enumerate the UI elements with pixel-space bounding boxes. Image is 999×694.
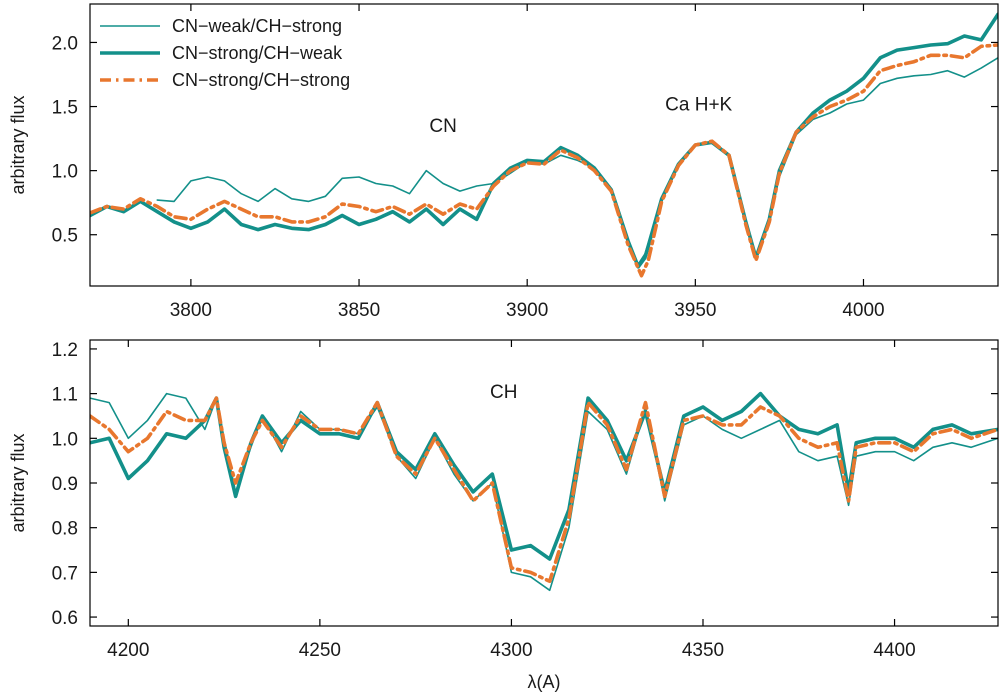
x-tick-label: 3800 — [170, 300, 212, 321]
y-tick-label: 1.2 — [52, 340, 78, 361]
x-tick-label: 4200 — [107, 640, 149, 661]
y-axis-label: arbitrary flux — [8, 95, 28, 194]
panel-bottom-ch: 4200 4250 4300 4350 4400 0.6 0.7 0.8 0.9 1.0 1.1 1.… — [8, 339, 999, 692]
x-tick-label: 3850 — [338, 300, 380, 321]
y-tick-label: 1.0 — [52, 162, 78, 183]
feature-annotation: CN — [429, 116, 456, 137]
feature-annotation: Ca H+K — [665, 94, 732, 115]
y-tick-label: 2.0 — [52, 33, 78, 54]
series-group — [90, 391, 998, 592]
feature-annotation: CH — [490, 382, 517, 403]
x-tick-label: 4250 — [299, 640, 341, 661]
x-tick-label: 4400 — [873, 640, 915, 661]
x-tick-label: 4000 — [842, 300, 884, 321]
legend-entry: CN−weak/CH−strong — [172, 16, 342, 36]
legend-entry: CN−strong/CH−strong — [172, 70, 350, 90]
series-group — [90, 12, 998, 278]
series-line-thick — [90, 391, 998, 561]
y-tick-label: 0.9 — [52, 474, 78, 495]
y-tick-label: 1.1 — [52, 385, 78, 406]
series-line-dash-dot — [90, 43, 998, 278]
series-line-thick — [90, 12, 998, 269]
y-tick-label: 1.5 — [52, 98, 78, 119]
x-tick-label: 4300 — [490, 640, 532, 661]
legend-entry: CN−strong/CH−weak — [172, 43, 343, 63]
series-line-dash-dot — [90, 396, 998, 584]
series-line-thin — [90, 392, 998, 592]
y-tick-label: 0.7 — [52, 563, 78, 584]
panel-top-ca-hk-cn: 3800 3850 3900 3950 4000 0.5 1.0 1.5 2.0 arbitrar… — [8, 3, 999, 321]
y-axis-label: arbitrary flux — [8, 433, 28, 532]
y-tick-label: 0.8 — [52, 519, 78, 540]
x-tick-label: 3950 — [674, 300, 716, 321]
x-tick-label: 4350 — [682, 640, 724, 661]
x-axis-label: λ(A) — [528, 672, 561, 692]
x-tick-label: 3900 — [506, 300, 548, 321]
legend: CN−weak/CH−strong CN−strong/CH−weak CN−str… — [100, 16, 350, 90]
plot-frame — [89, 3, 999, 287]
plot-frame — [89, 339, 999, 627]
y-tick-label: 1.0 — [52, 429, 78, 450]
y-tick-label: 0.5 — [52, 226, 78, 247]
y-tick-label: 0.6 — [52, 608, 78, 629]
